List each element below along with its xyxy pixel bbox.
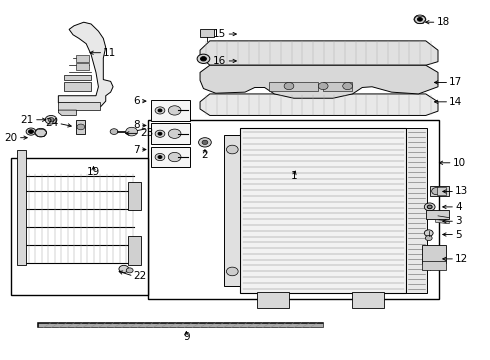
Bar bbox=[437, 187, 446, 195]
Bar bbox=[270, 82, 318, 91]
Polygon shape bbox=[200, 41, 438, 65]
Bar bbox=[240, 128, 406, 293]
Bar bbox=[128, 182, 142, 211]
Text: 1: 1 bbox=[291, 171, 297, 181]
Circle shape bbox=[343, 82, 352, 90]
Text: 11: 11 bbox=[103, 48, 117, 58]
Circle shape bbox=[35, 129, 47, 137]
Bar bbox=[422, 261, 446, 270]
Text: 13: 13 bbox=[455, 186, 468, 197]
Circle shape bbox=[126, 127, 138, 136]
Circle shape bbox=[424, 203, 435, 211]
Text: 17: 17 bbox=[449, 77, 463, 87]
Circle shape bbox=[424, 230, 433, 236]
Circle shape bbox=[284, 82, 294, 90]
Bar bbox=[76, 55, 89, 62]
Text: 9: 9 bbox=[183, 332, 190, 342]
Bar bbox=[406, 128, 427, 293]
Text: 7: 7 bbox=[133, 144, 140, 154]
Circle shape bbox=[168, 129, 181, 138]
Circle shape bbox=[414, 15, 426, 24]
Circle shape bbox=[155, 153, 165, 161]
Text: 24: 24 bbox=[45, 118, 58, 128]
Text: 16: 16 bbox=[213, 56, 226, 66]
Bar bbox=[151, 123, 190, 144]
Text: 2: 2 bbox=[201, 150, 208, 160]
Text: 23: 23 bbox=[140, 129, 153, 138]
Bar bbox=[422, 245, 446, 263]
Bar bbox=[128, 236, 142, 265]
Circle shape bbox=[197, 54, 210, 63]
Polygon shape bbox=[200, 94, 438, 116]
Text: 20: 20 bbox=[5, 133, 18, 143]
Circle shape bbox=[110, 129, 118, 134]
Polygon shape bbox=[436, 220, 449, 224]
Text: 3: 3 bbox=[455, 216, 462, 226]
Circle shape bbox=[168, 152, 181, 162]
Circle shape bbox=[425, 235, 432, 240]
Bar bbox=[352, 292, 384, 308]
Circle shape bbox=[28, 130, 33, 134]
Text: 21: 21 bbox=[21, 115, 34, 125]
Text: 15: 15 bbox=[213, 29, 226, 39]
Bar bbox=[64, 82, 91, 91]
Text: 12: 12 bbox=[455, 254, 468, 264]
Bar bbox=[200, 29, 214, 37]
Circle shape bbox=[158, 156, 162, 158]
Circle shape bbox=[126, 268, 133, 273]
Circle shape bbox=[417, 18, 422, 21]
Circle shape bbox=[202, 140, 208, 144]
Bar bbox=[148, 121, 439, 299]
Circle shape bbox=[155, 107, 165, 114]
Text: 8: 8 bbox=[133, 121, 140, 130]
Circle shape bbox=[45, 116, 57, 124]
Circle shape bbox=[168, 106, 181, 115]
Bar bbox=[151, 100, 190, 121]
Bar bbox=[76, 63, 89, 69]
Polygon shape bbox=[58, 22, 113, 108]
Bar bbox=[64, 75, 91, 80]
Text: 5: 5 bbox=[455, 230, 462, 239]
Bar bbox=[426, 211, 449, 220]
Text: 10: 10 bbox=[453, 158, 466, 168]
Text: 18: 18 bbox=[437, 17, 450, 27]
Circle shape bbox=[77, 124, 85, 130]
Circle shape bbox=[427, 205, 432, 209]
Circle shape bbox=[48, 118, 54, 122]
Circle shape bbox=[158, 132, 162, 135]
Circle shape bbox=[432, 188, 441, 195]
Bar bbox=[224, 135, 240, 286]
Polygon shape bbox=[58, 110, 76, 116]
Circle shape bbox=[200, 57, 206, 61]
Text: 19: 19 bbox=[87, 167, 100, 177]
Text: 4: 4 bbox=[455, 202, 462, 212]
Bar bbox=[323, 82, 352, 91]
Bar bbox=[11, 158, 148, 295]
Circle shape bbox=[318, 82, 328, 90]
Bar bbox=[257, 292, 289, 308]
Circle shape bbox=[226, 145, 238, 154]
Bar bbox=[76, 121, 85, 134]
Bar bbox=[58, 102, 100, 110]
Text: 6: 6 bbox=[133, 96, 140, 106]
Circle shape bbox=[158, 109, 162, 112]
Circle shape bbox=[198, 138, 211, 147]
Circle shape bbox=[119, 265, 129, 273]
Bar bbox=[17, 150, 26, 265]
Polygon shape bbox=[200, 65, 438, 98]
Circle shape bbox=[26, 128, 36, 135]
Bar bbox=[430, 186, 449, 196]
Text: 14: 14 bbox=[449, 97, 463, 107]
Bar bbox=[151, 147, 190, 167]
Circle shape bbox=[226, 267, 238, 276]
Circle shape bbox=[155, 130, 165, 137]
Text: 22: 22 bbox=[134, 271, 147, 281]
